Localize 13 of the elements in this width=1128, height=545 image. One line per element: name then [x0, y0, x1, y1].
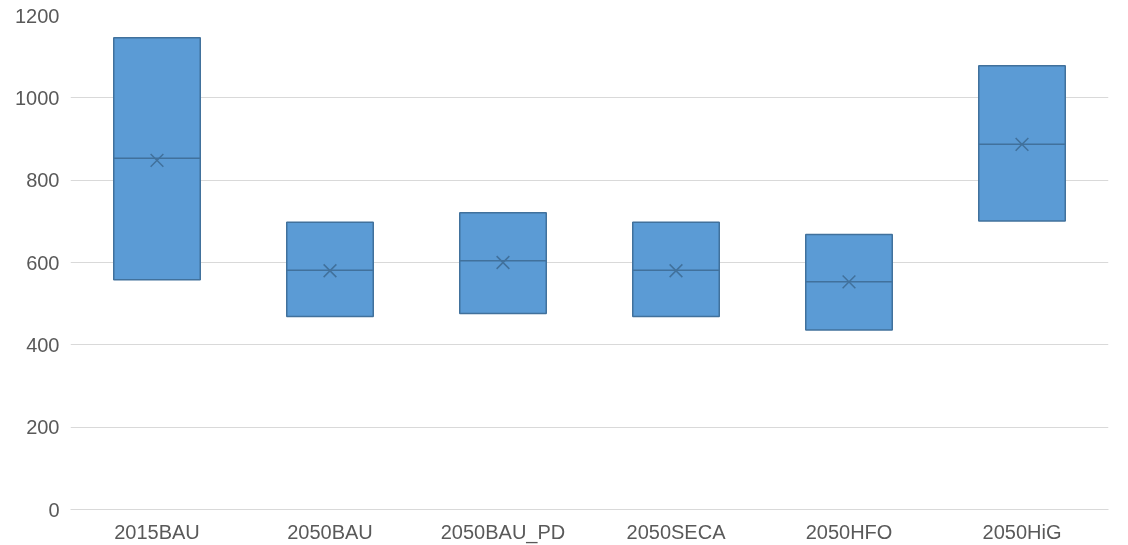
y-tick-label: 800 — [26, 169, 60, 192]
x-tick-label: 2050SECA — [626, 520, 727, 543]
x-tick-label: 2050BAU_PD — [440, 520, 566, 544]
x-tick-label: 2050HiG — [982, 520, 1062, 543]
x-tick-label: 2050HFO — [805, 520, 893, 543]
y-tick-label: 0 — [48, 498, 60, 521]
y-tick-label: 1000 — [15, 86, 60, 109]
y-tick-label: 1200 — [15, 4, 60, 27]
y-tick-label: 600 — [26, 251, 60, 274]
x-tick-label: 2015BAU — [114, 520, 200, 543]
y-tick-label: 200 — [26, 416, 60, 439]
y-tick-label: 400 — [26, 333, 60, 356]
x-tick-label: 2050BAU — [287, 520, 373, 543]
